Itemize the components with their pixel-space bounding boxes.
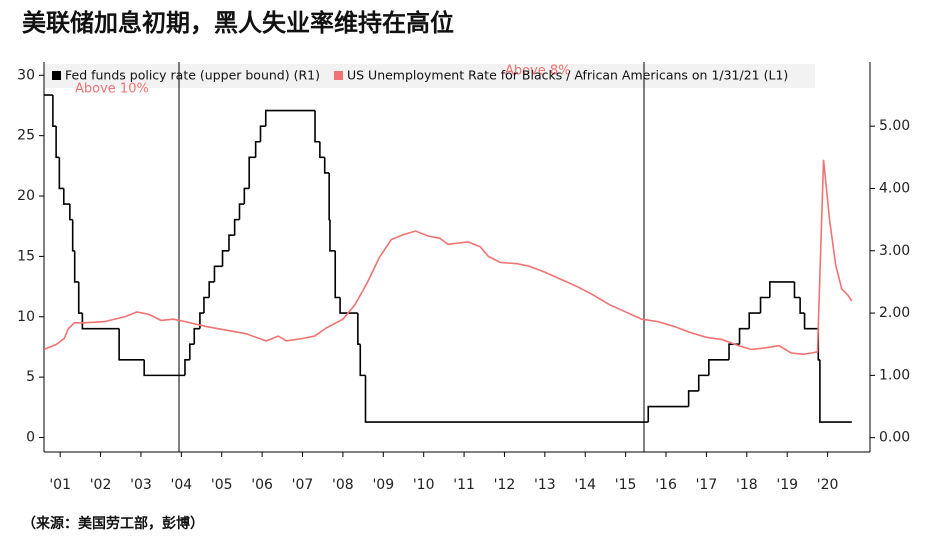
step-segment (359, 344, 366, 377)
step-segment (238, 203, 245, 220)
step-segment (203, 296, 210, 314)
y2-tick-label: 1.00 (879, 367, 910, 383)
x-tick-label: '11 (453, 477, 475, 493)
step-segment (738, 327, 750, 345)
step-segment (799, 297, 805, 314)
x-tick-label: '16 (655, 477, 677, 493)
x-tick-label: '09 (372, 477, 394, 493)
x-tick-label: '08 (332, 477, 354, 493)
step-segment (71, 219, 75, 252)
step-segment (58, 157, 64, 190)
step-segment (357, 313, 361, 346)
step-segment (118, 328, 145, 361)
y-tick-label: 0 (26, 430, 35, 446)
step-segment (77, 281, 83, 314)
y2-tick-label: 5.00 (879, 118, 910, 134)
step-segment (199, 312, 204, 329)
step-segment (259, 125, 266, 142)
x-tick-label: '17 (696, 477, 718, 493)
step-segment (329, 219, 336, 252)
x-tick-label: '10 (413, 477, 435, 493)
legend-box (45, 64, 815, 88)
x-tick-label: '14 (574, 477, 596, 493)
step-segment (213, 265, 223, 282)
step-segment (708, 358, 730, 376)
x-tick-label: '12 (494, 477, 516, 493)
x-tick-label: '18 (736, 477, 758, 493)
y2-tick-label: 4.00 (879, 180, 910, 196)
step-segment (728, 343, 740, 360)
legend-label: US Unemployment Rate for Blacks / Africa… (347, 68, 788, 83)
step-segment (228, 234, 235, 251)
step-segment (193, 327, 200, 345)
step-segment (334, 250, 341, 299)
step-segment (364, 375, 649, 423)
step-segment (221, 249, 229, 267)
x-tick-label: '05 (211, 477, 233, 493)
legend-swatch (333, 71, 343, 80)
step-segment (748, 312, 761, 329)
step-segment (687, 390, 699, 407)
step-segment (81, 313, 120, 330)
step-segment (254, 140, 261, 158)
step-segment (323, 157, 330, 174)
step-segment (55, 126, 60, 159)
step-segment (62, 188, 70, 205)
step-segment (759, 296, 770, 314)
step-segment (248, 156, 256, 189)
x-tick-label: '06 (251, 477, 273, 493)
y-tick-label: 15 (17, 248, 35, 264)
source: （来源：美国劳工部，彭博） (22, 515, 204, 532)
step-segment (314, 110, 320, 143)
step-segment (647, 405, 689, 423)
x-tick-label: '04 (170, 477, 192, 493)
step-segment (69, 204, 73, 221)
step-segment (697, 374, 709, 391)
y-tick-label: 5 (26, 369, 35, 385)
step-segment (319, 141, 325, 159)
step-segment (328, 172, 330, 221)
step-segment (208, 281, 215, 298)
x-tick-label: '13 (534, 477, 556, 493)
step-segment (803, 313, 819, 330)
step-segment (189, 343, 195, 360)
x-tick-label: '20 (817, 477, 839, 493)
step-segment (143, 359, 185, 377)
series-line (43, 159, 853, 356)
legend-swatch (52, 71, 61, 80)
step-segment (233, 218, 240, 236)
y-tick-label: 20 (17, 188, 35, 204)
y-tick-label: 25 (17, 128, 35, 144)
step-segment (793, 281, 801, 299)
x-tick-label: '02 (90, 477, 112, 493)
y-tick-label: 10 (17, 309, 35, 325)
step-segment (243, 187, 250, 205)
legend-label: Fed funds policy rate (upper bound) (R1) (65, 68, 320, 83)
x-tick-label: '01 (49, 477, 71, 493)
step-segment (339, 297, 358, 314)
step-segment (769, 281, 795, 298)
y-tick-label: 30 (17, 67, 35, 83)
x-tick-label: '03 (130, 477, 152, 493)
step-segment (184, 358, 190, 376)
chart-title: 美联储加息初期，黑人失业率维持在高位 (22, 9, 454, 37)
step-segment (73, 250, 79, 283)
x-tick-label: '07 (292, 477, 314, 493)
y2-tick-label: 0.00 (879, 430, 910, 446)
x-tick-label: '19 (776, 477, 798, 493)
annotation: Above 10% (75, 82, 149, 97)
y2-tick-label: 2.00 (879, 305, 910, 321)
step-segment (264, 109, 316, 127)
step-segment (819, 359, 852, 423)
annotation: Above 8% (505, 64, 571, 79)
x-tick-label: '15 (615, 477, 637, 493)
y2-tick-label: 3.00 (879, 243, 910, 259)
step-segment (52, 95, 57, 127)
